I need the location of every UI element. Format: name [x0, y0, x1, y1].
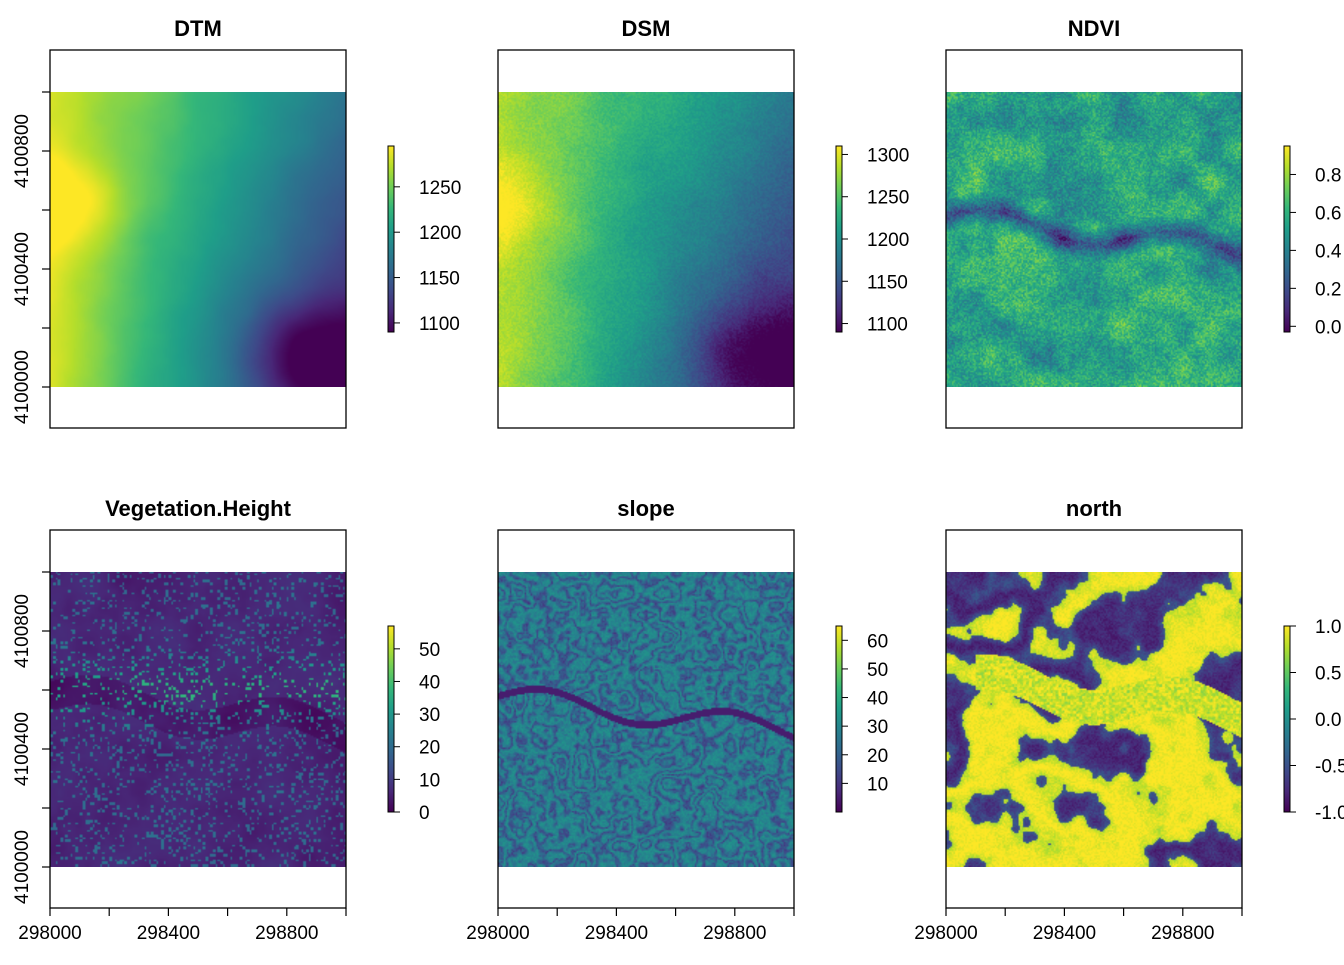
panel-3: Vegetation.Height 4100000 4100400 4100800 29… — [12, 496, 440, 944]
colorbar-tick-label: 0.8 — [1315, 165, 1341, 186]
colorbar-tick-label: 20 — [867, 746, 888, 767]
colorbar-tick-label: 60 — [867, 631, 888, 652]
plot-frame — [497, 529, 795, 909]
panel-title: slope — [617, 496, 674, 521]
panel-1: DSM 1100 1150 1200 1250 1300 — [497, 16, 909, 429]
x-tick-label: 298800 — [703, 923, 766, 944]
colorbar-tick-label: 0.6 — [1315, 203, 1341, 224]
colorbar-tick-label: 30 — [867, 717, 888, 738]
x-tick-label: 298000 — [914, 923, 977, 944]
y-tick-label: 4100000 — [12, 350, 33, 424]
colorbar-tick-label: -0.5 — [1315, 757, 1344, 778]
colorbar-tick-label: 1200 — [419, 223, 461, 244]
colorbar-tick-label: 0.0 — [1315, 710, 1341, 731]
raster-image — [946, 572, 1242, 867]
plot-frame — [945, 49, 1243, 429]
y-tick-label: 4100400 — [12, 232, 33, 306]
plot-frame — [49, 529, 347, 909]
raster-image — [50, 92, 346, 387]
colorbar-tick-label: 1150 — [419, 269, 460, 290]
x-tick-label: 298400 — [1033, 923, 1096, 944]
colorbar-tick-label: -1.0 — [1315, 803, 1344, 824]
plot-frame — [497, 49, 795, 429]
raster-image — [498, 572, 794, 867]
colorbar — [1283, 145, 1291, 333]
x-tick-label: 298400 — [137, 923, 200, 944]
colorbar-tick-label: 20 — [419, 738, 440, 759]
colorbar — [835, 145, 843, 333]
panel-title: Vegetation.Height — [105, 496, 291, 521]
colorbar-tick-label: 0.4 — [1315, 241, 1342, 262]
x-tick-label: 298800 — [255, 923, 318, 944]
raster-image — [498, 92, 794, 387]
colorbar-tick-label: 50 — [867, 660, 888, 681]
panel-title: DTM — [174, 16, 222, 41]
panel-0: DTM 4100000 4100400 4100800 1100 1150 1200 1250 — [12, 16, 461, 429]
colorbar-tick-label: 0.0 — [1315, 317, 1341, 338]
colorbar-tick-label: 1.0 — [1315, 617, 1341, 638]
colorbar — [387, 145, 395, 333]
panel-2: NDVI 0.0 0.2 0.4 0.6 0.8 — [945, 16, 1342, 429]
colorbar-tick-label: 1100 — [867, 315, 908, 336]
x-tick-label: 298800 — [1151, 923, 1214, 944]
colorbar — [835, 625, 843, 813]
x-tick-label: 298400 — [585, 923, 648, 944]
colorbar-tick-label: 40 — [419, 672, 440, 693]
colorbar-tick-label: 1250 — [419, 178, 461, 199]
y-tick-label: 4100800 — [12, 114, 33, 188]
colorbar-tick-label: 50 — [419, 640, 440, 661]
colorbar-tick-label: 0.2 — [1315, 279, 1341, 300]
colorbar — [387, 625, 395, 813]
plot-frame — [945, 529, 1243, 909]
y-tick-label: 4100400 — [12, 712, 33, 786]
panel-title: DSM — [622, 16, 671, 41]
x-tick-label: 298000 — [18, 923, 81, 944]
x-tick-label: 298000 — [466, 923, 529, 944]
y-tick-label: 4100000 — [12, 830, 33, 904]
colorbar-tick-label: 40 — [867, 689, 888, 710]
panel-title: NDVI — [1068, 16, 1121, 41]
panel-title: north — [1066, 496, 1122, 521]
colorbar-tick-label: 0.5 — [1315, 664, 1341, 685]
colorbar-tick-label: 1300 — [867, 145, 909, 166]
colorbar-tick-label: 10 — [419, 770, 440, 791]
colorbar-tick-label: 0 — [419, 803, 430, 824]
colorbar-tick-label: 10 — [867, 774, 888, 795]
colorbar-tick-label: 1250 — [867, 188, 909, 209]
raster-image — [946, 92, 1242, 387]
panel-5: north 298000 298400 298800 -1.0 -0.5 0.0 0.5 1.0 — [914, 496, 1344, 944]
colorbar-tick-label: 1100 — [419, 314, 460, 335]
colorbar-tick-label: 1200 — [867, 230, 909, 251]
colorbar — [1283, 625, 1291, 813]
colorbar-tick-label: 30 — [419, 705, 440, 726]
panel-4: slope 298000 298400 298800 10 20 30 40 50 60 — [466, 496, 888, 944]
raster-image — [50, 572, 346, 867]
colorbar-tick-label: 1150 — [867, 272, 908, 293]
plot-frame — [49, 49, 347, 429]
y-tick-label: 4100800 — [12, 594, 33, 668]
